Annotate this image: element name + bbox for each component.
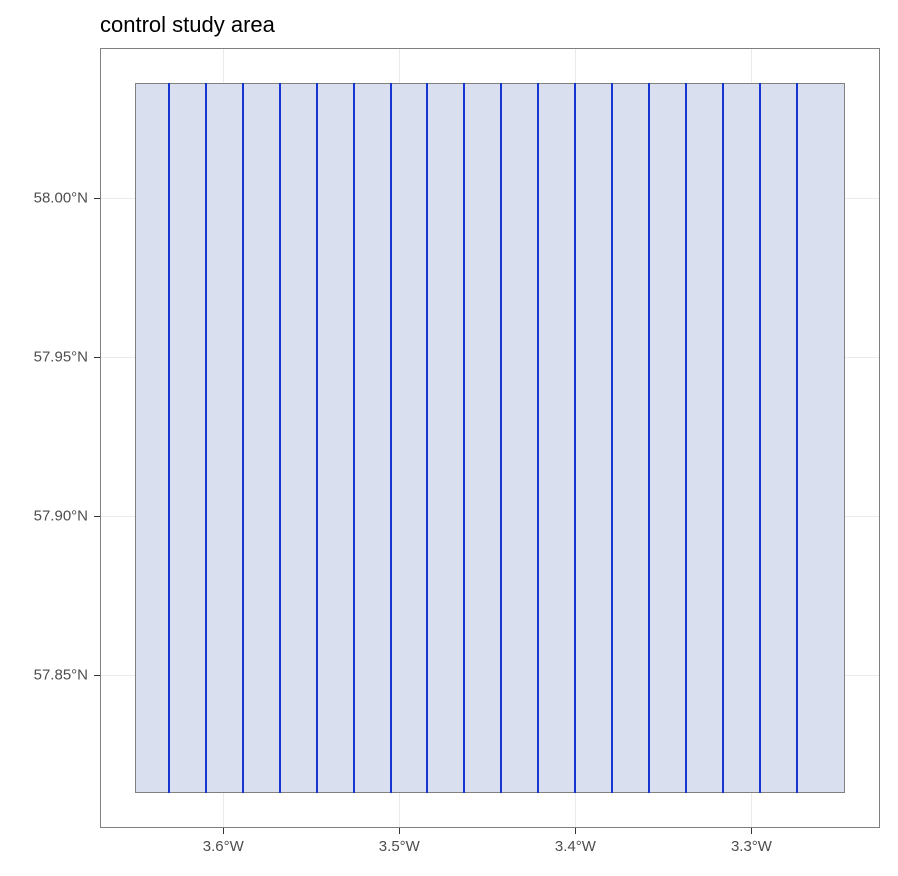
- x-tick-label: 3.5°W: [379, 838, 420, 855]
- chart-panel: control study area 58.00°N 57.95°N 57.90°N…: [0, 0, 898, 876]
- y-tick-mark: [94, 357, 100, 358]
- y-tick-label: 57.95°N: [0, 348, 88, 365]
- y-tick-label: 57.90°N: [0, 508, 88, 525]
- x-tick-label: 3.4°W: [555, 838, 596, 855]
- x-tick-mark: [399, 828, 400, 834]
- x-tick-label: 3.6°W: [203, 838, 244, 855]
- y-tick-label: 57.85°N: [0, 667, 88, 684]
- x-tick-mark: [223, 828, 224, 834]
- x-tick-mark: [751, 828, 752, 834]
- plot-panel-border: [100, 48, 880, 828]
- y-tick-mark: [94, 516, 100, 517]
- x-tick-mark: [575, 828, 576, 834]
- chart-title: control study area: [100, 12, 275, 38]
- x-tick-label: 3.3°W: [731, 838, 772, 855]
- y-tick-label: 58.00°N: [0, 189, 88, 206]
- y-tick-mark: [94, 675, 100, 676]
- y-tick-mark: [94, 198, 100, 199]
